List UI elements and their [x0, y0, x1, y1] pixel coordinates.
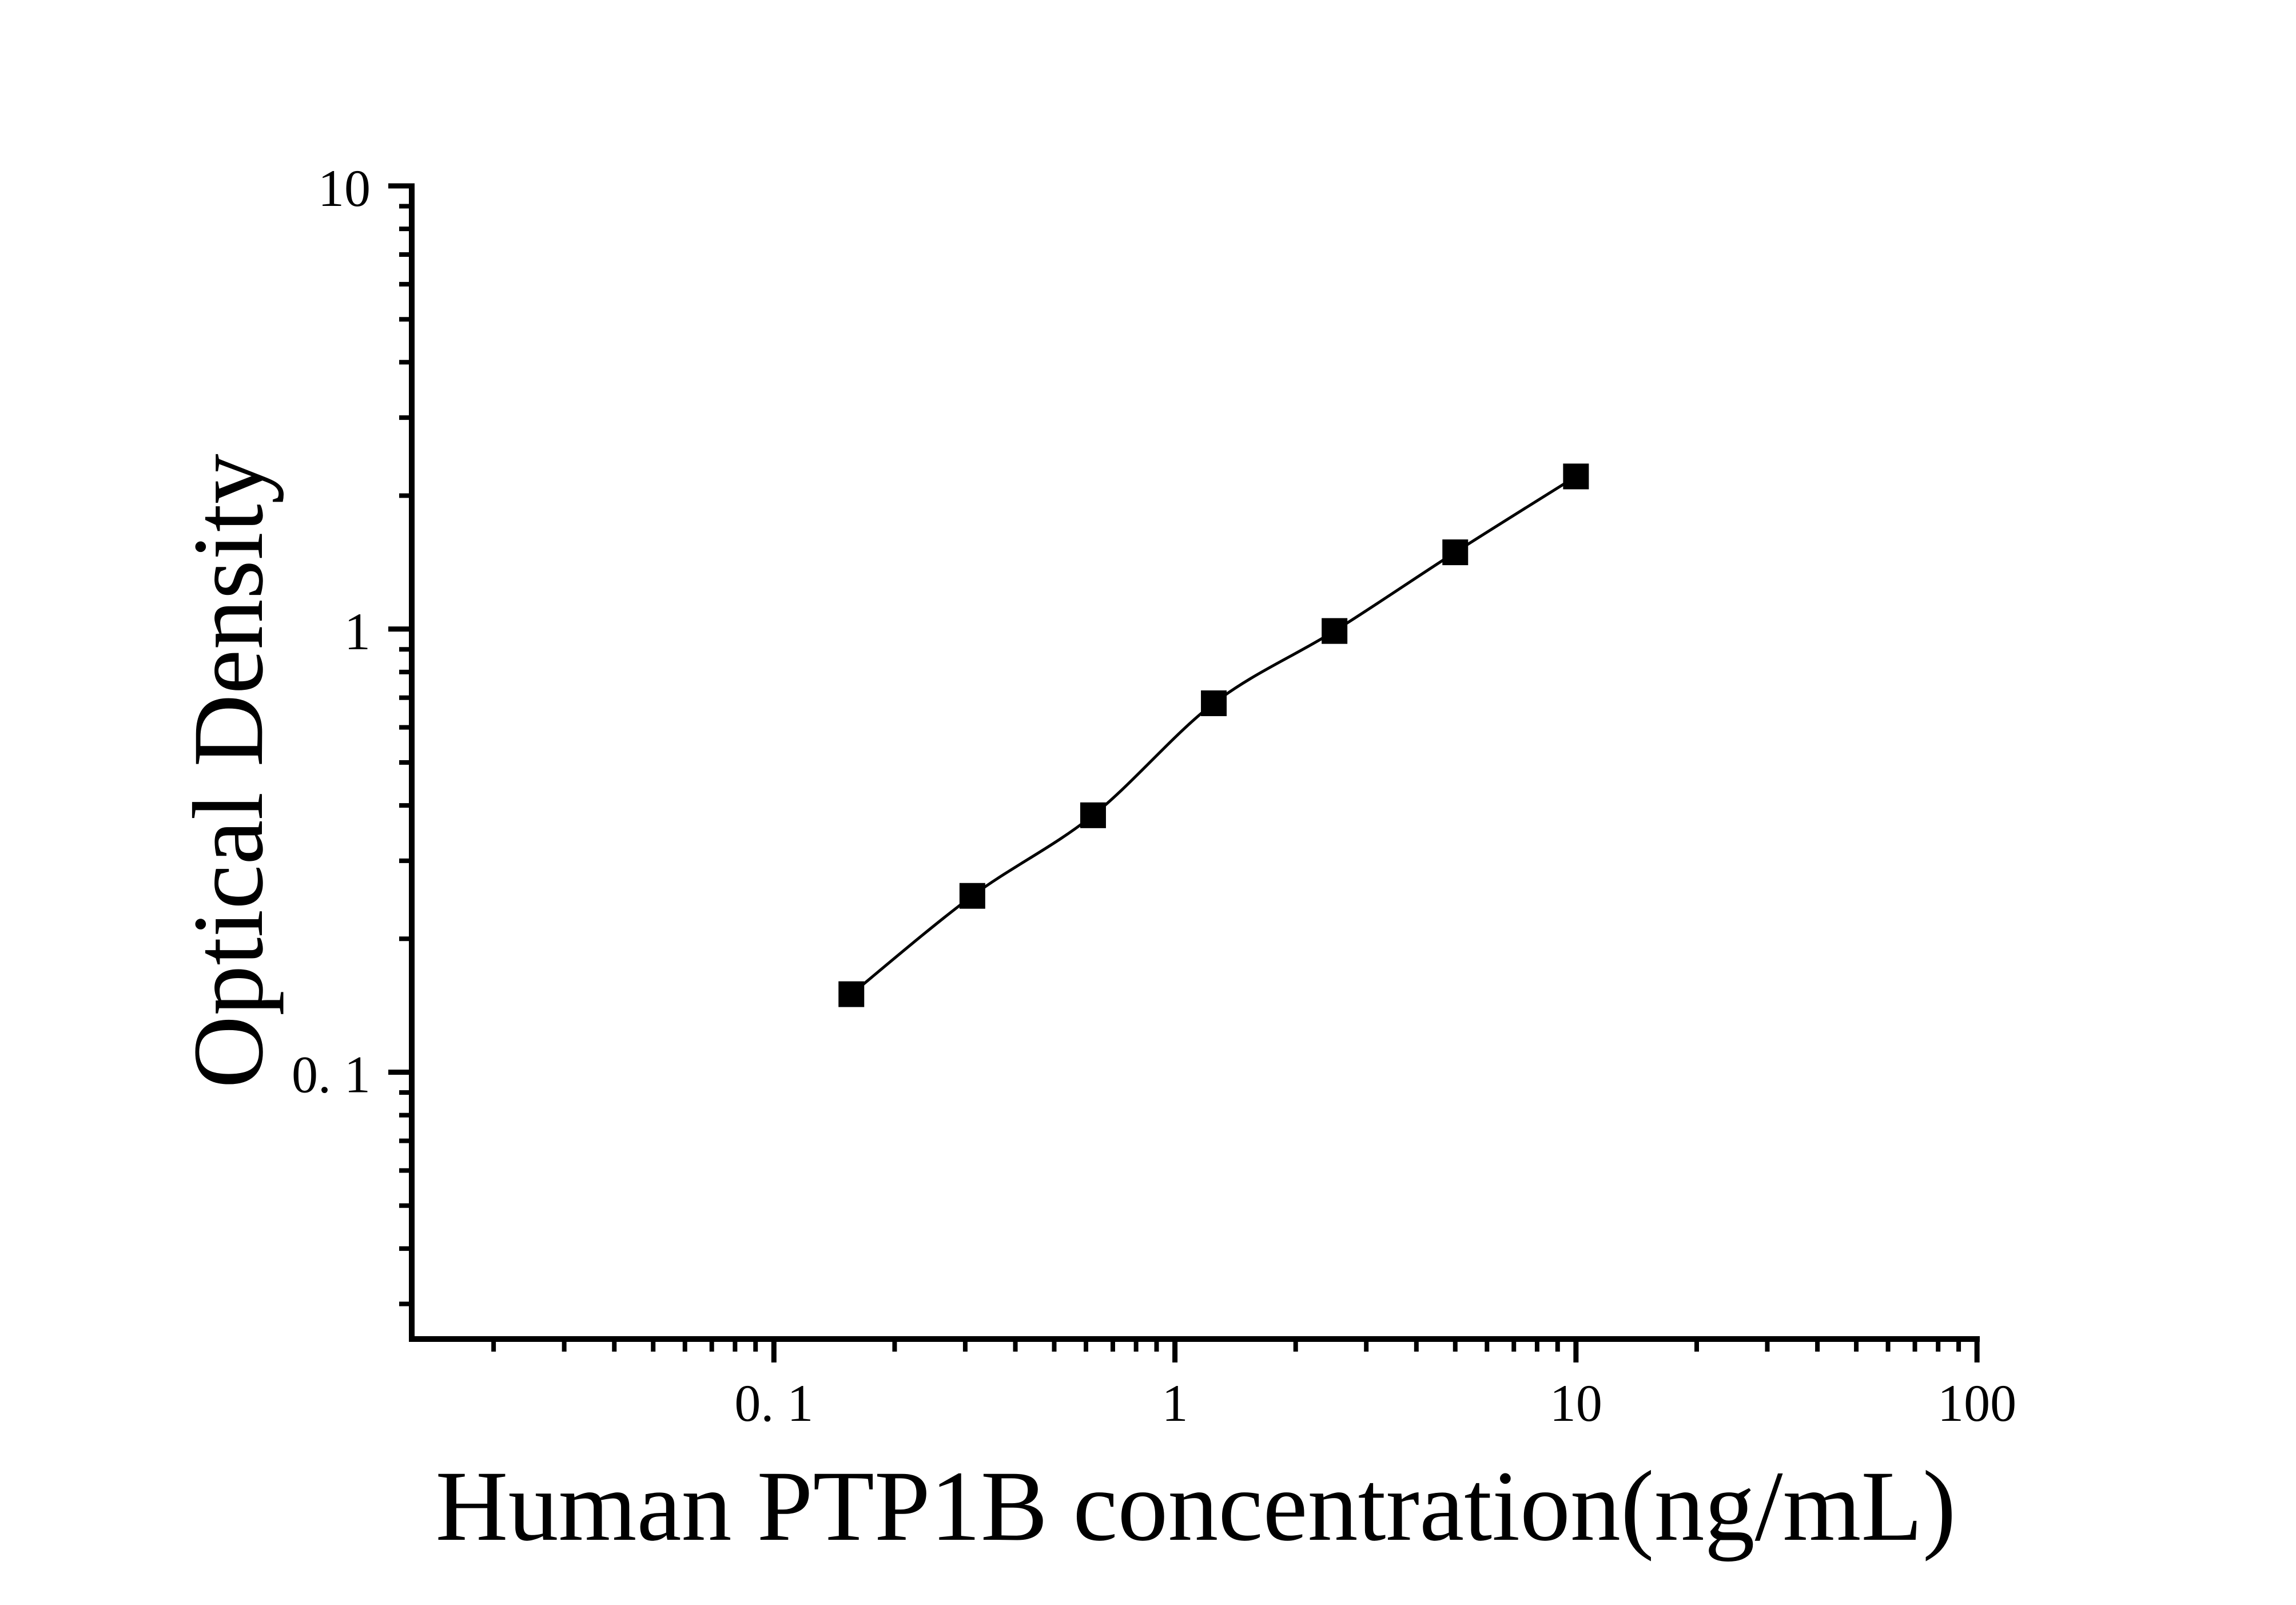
tick-labels-group: 0. 1 1 10 100 10 1 0. 1 — [292, 159, 2016, 1432]
minor-ticks-group — [399, 204, 1961, 1352]
x-tick-label: 100 — [1937, 1374, 2016, 1432]
axis-spines-group — [409, 183, 1980, 1342]
data-point-marker — [1080, 802, 1106, 828]
x-tick-label: 1 — [1162, 1374, 1188, 1432]
y-tick-label: 1 — [344, 602, 371, 661]
major-ticks-group — [388, 183, 1980, 1362]
data-series-group — [838, 463, 1589, 1007]
y-tick-label: 10 — [318, 159, 371, 217]
data-point-marker — [1322, 618, 1348, 644]
x-axis-title: Human PTP1B concentration(ng/mL) — [435, 1451, 1956, 1562]
data-point-marker — [1563, 463, 1589, 490]
data-point-marker — [1442, 539, 1469, 566]
y-axis-title: Optical Density — [173, 454, 284, 1088]
data-point-marker — [1201, 690, 1227, 717]
y-tick-label: 0. 1 — [292, 1046, 371, 1104]
x-tick-label: 0. 1 — [734, 1374, 813, 1432]
x-tick-label: 10 — [1550, 1374, 1602, 1432]
data-point-marker — [959, 883, 985, 909]
data-point-marker — [838, 981, 865, 1007]
